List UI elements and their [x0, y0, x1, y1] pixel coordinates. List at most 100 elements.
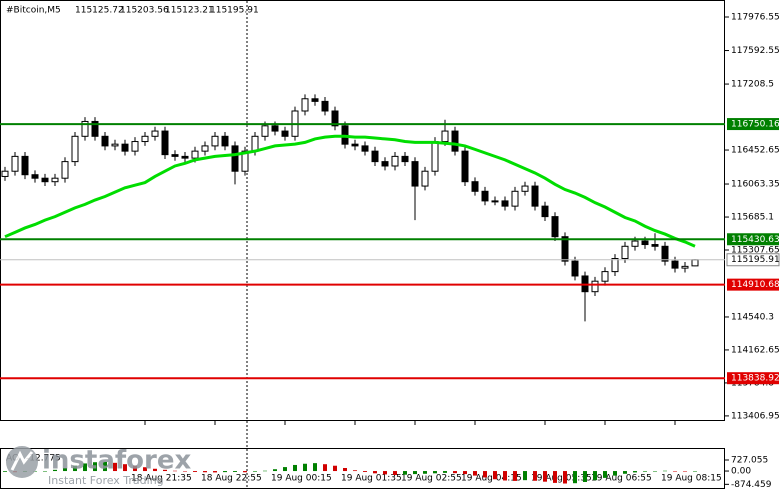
candle-body [531, 185, 539, 207]
indicator-bar [533, 471, 537, 481]
indicator-bar [413, 471, 417, 475]
indicator-bar [683, 471, 687, 472]
candle-body [11, 155, 19, 172]
indicator-bar [443, 471, 447, 473]
y-tick-label: 117592.55 [731, 46, 780, 56]
indicator-tick-label: 0.00 [731, 467, 751, 477]
indicator-bar [183, 471, 187, 472]
x-tick-label: 19 Aug 08:15 [661, 474, 722, 484]
indicator-bar [623, 471, 627, 474]
candle-body [691, 259, 699, 267]
indicator-bar [353, 470, 357, 472]
indicator-bar [473, 471, 477, 476]
indicator-bar [493, 471, 497, 480]
indicator-bar [83, 463, 87, 472]
candle-body [31, 174, 39, 179]
candle-body [81, 120, 89, 137]
candle-body [451, 130, 459, 152]
candle-body [661, 245, 669, 262]
x-tick-label: 18 Aug 22:55 [201, 474, 262, 484]
indicator-value: -12.775 [26, 454, 61, 464]
candle-body [521, 185, 529, 192]
candle-body [1, 170, 9, 177]
x-tick-label: 19 Aug 05:35 [531, 474, 592, 484]
open-value: 115125.72 [75, 6, 124, 16]
y-tick-label: 114162.65 [731, 345, 780, 355]
indicator-bar [633, 471, 637, 473]
candle-body [361, 145, 369, 152]
candle-body [571, 260, 579, 277]
candle-body [41, 177, 49, 183]
indicator-bar [483, 471, 487, 478]
candle-body [61, 161, 69, 179]
candle-body [241, 150, 249, 172]
indicator-bar [503, 471, 507, 481]
candle-body [611, 258, 619, 273]
indicator-panel [0, 448, 725, 489]
candle-body [151, 130, 159, 137]
candle-body [101, 135, 109, 147]
candle-body [621, 245, 629, 260]
indicator-bar [573, 471, 577, 484]
current-price-bg [726, 253, 780, 267]
candle-body [481, 190, 489, 202]
indicator-bar [3, 471, 7, 472]
indicator-bar [263, 470, 267, 472]
candle-body [601, 271, 609, 282]
indicator-bar [343, 468, 347, 472]
level-label-bg [727, 233, 779, 246]
indicator-bar [603, 471, 607, 478]
indicator-bar [363, 471, 367, 472]
level-label-bg [727, 278, 779, 291]
candle-body [441, 130, 449, 143]
candle-body [281, 130, 289, 137]
indicator-bar [433, 471, 437, 474]
candle-body [71, 135, 79, 163]
indicator-bar [43, 471, 47, 472]
close-value: 115195.91 [210, 6, 259, 16]
candle-body [591, 280, 599, 293]
y-tick-label: 115307.65 [731, 245, 780, 255]
candle-body [141, 135, 149, 143]
indicator-bar [543, 471, 547, 482]
indicator-bar [693, 471, 697, 472]
indicator-bar [613, 471, 617, 476]
indicator-bar [273, 469, 277, 472]
candle-body [431, 141, 439, 172]
indicator-bar [63, 468, 67, 472]
indicator-bar [143, 467, 147, 472]
candle-body [501, 200, 509, 207]
logo-circle [6, 446, 38, 478]
low-value: 115123.21 [165, 6, 214, 16]
indicator-bar [53, 469, 57, 472]
candle-body [541, 205, 549, 218]
candle-body [491, 200, 499, 203]
current-price-label: 115195.91 [731, 255, 780, 265]
y-tick-label: 117976.55 [731, 13, 780, 23]
indicator-bar [113, 462, 117, 472]
indicator-bar [663, 470, 667, 472]
brand: instaforex [42, 446, 192, 476]
indicator-bar [373, 471, 377, 474]
price-panel [0, 0, 725, 421]
indicator-bar [93, 462, 97, 472]
y-tick-label: 114540.3 [731, 312, 774, 322]
candle-body [561, 236, 569, 262]
candle-body [91, 120, 99, 137]
candle-body [421, 170, 429, 187]
level-label: 114910.68 [731, 280, 780, 290]
indicator-bar [203, 471, 207, 473]
indicator-bar [153, 468, 157, 472]
candle-body [381, 161, 389, 167]
candle-body [21, 155, 29, 176]
candle-body [651, 244, 659, 247]
indicator-bar [453, 471, 457, 474]
y-tick-label: 116063.35 [731, 180, 780, 190]
candle-body [411, 161, 419, 187]
indicator-bar [653, 471, 657, 472]
indicator-bar [643, 471, 647, 472]
indicator-bar [253, 471, 257, 472]
level-label: 116750.16 [731, 120, 780, 130]
